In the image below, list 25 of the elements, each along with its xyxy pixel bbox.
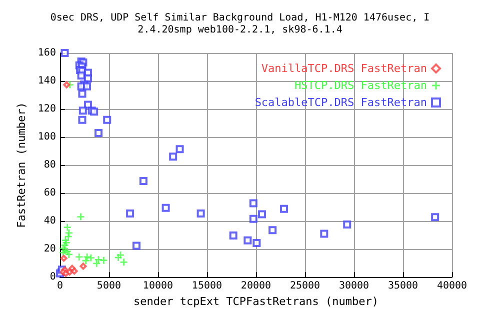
- y-tick-label: 80: [44, 160, 56, 170]
- x-tick-label: 35000: [388, 280, 418, 292]
- x-tick-label: 20000: [240, 280, 272, 292]
- chart-title: 0sec DRS, UDP Self Similar Background Load, H1-M120 1476usec, I: [50, 12, 430, 24]
- x-tick-label: 30000: [338, 280, 370, 292]
- y-tick-label: 160: [38, 48, 56, 58]
- y-axis-title: FastRetran (number): [15, 102, 28, 228]
- x-tick-label: 15000: [192, 280, 222, 292]
- y-tick-label: 140: [38, 76, 56, 86]
- x-tick-label: 5000: [96, 280, 122, 292]
- y-tick-label: 120: [38, 104, 56, 114]
- y-tick-label: 0: [50, 272, 56, 282]
- legend-label: ScalableTCP.DRS FastRetran: [254, 96, 427, 109]
- legend-label: VanillaTCP.DRS FastRetran: [261, 62, 427, 75]
- x-tick-label: 25000: [290, 280, 320, 292]
- x-tick-label: 40000: [436, 280, 468, 292]
- y-tick-label: 40: [44, 216, 56, 226]
- x-tick-label: 0: [56, 280, 63, 292]
- x-axis-title: sender tcpExt TCPFastRetrans (number): [133, 295, 379, 308]
- chart-subtitle: 2.4.20smp web100-2.2.1, sk98-6.1.4: [138, 24, 342, 36]
- legend-label: HSTCP.DRS FastRetran: [294, 79, 427, 92]
- x-tick-label: 10000: [142, 280, 174, 292]
- y-tick-label: 60: [44, 188, 56, 198]
- y-tick-label: 20: [44, 244, 56, 254]
- y-tick-label: 100: [38, 132, 56, 142]
